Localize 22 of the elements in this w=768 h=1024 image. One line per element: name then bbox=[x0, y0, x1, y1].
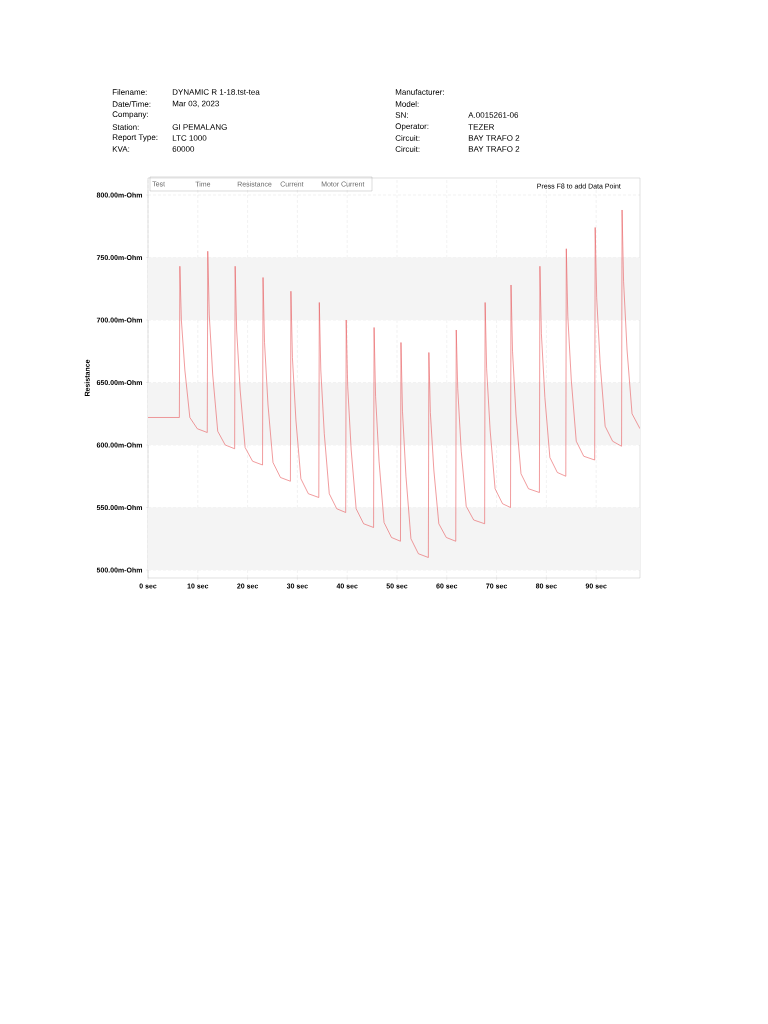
text: Mar 03, 2023 bbox=[172, 100, 219, 108]
text: Manufacturer: bbox=[395, 89, 444, 95]
text: Company: bbox=[112, 111, 148, 119]
text: Circuit: bbox=[395, 135, 420, 141]
text: Date/Time: bbox=[112, 101, 151, 107]
text: KVA: bbox=[112, 146, 130, 152]
text: A.0015261-06 bbox=[468, 112, 519, 118]
text: Station: bbox=[112, 124, 139, 130]
text: 60000 bbox=[172, 146, 195, 152]
text: Filename: bbox=[112, 89, 147, 95]
text: GI PEMALANG bbox=[172, 124, 227, 130]
text: Operator: bbox=[395, 123, 429, 131]
text: TEZER bbox=[468, 124, 495, 130]
text: LTC 1000 bbox=[172, 135, 207, 141]
text: Report Type: bbox=[112, 134, 158, 142]
line-series bbox=[148, 209, 640, 558]
text: Circuit: bbox=[395, 146, 420, 152]
text: SN: bbox=[395, 112, 408, 118]
text: Model: bbox=[395, 101, 419, 107]
text: DYNAMIC R 1-18.tst-tea bbox=[172, 89, 260, 95]
text: BAY TRAFO 2 bbox=[468, 135, 520, 141]
text: BAY TRAFO 2 bbox=[468, 146, 520, 152]
